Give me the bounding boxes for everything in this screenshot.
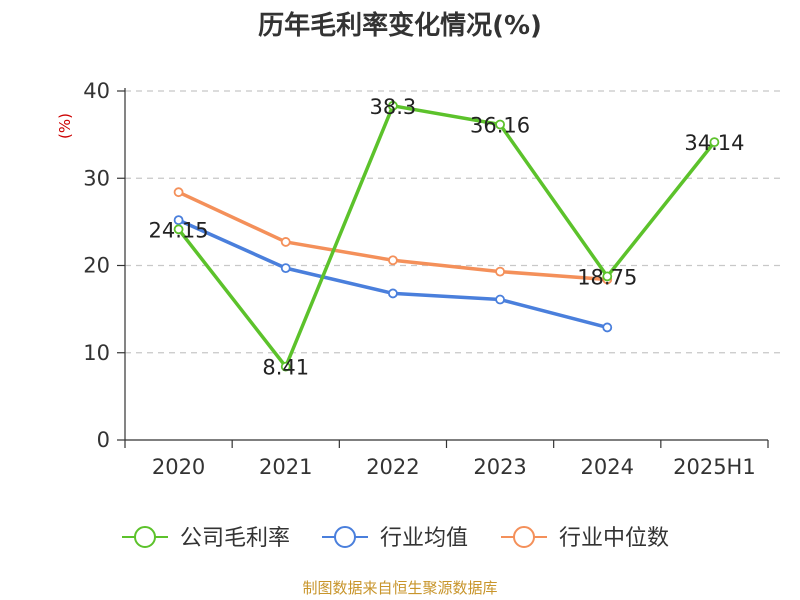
series-1-point-1 xyxy=(280,263,291,274)
series-1-point-3 xyxy=(495,294,505,305)
series-2-point-3 xyxy=(495,266,505,277)
y-tick-label-3: 30 xyxy=(83,166,110,190)
x-tick-label-0: 2020 xyxy=(152,455,205,479)
x-tick-label-3: 2023 xyxy=(473,455,526,479)
legend-swatch-marker-0 xyxy=(134,526,156,548)
series-0-point-4 xyxy=(602,271,613,282)
series-2-point-0 xyxy=(173,187,184,198)
series-0-point-5 xyxy=(709,137,720,148)
legend-label-2: 行业中位数 xyxy=(559,526,669,551)
data-labels: 24.15 8.41 38.3 36.16 18.75 34.14 xyxy=(149,95,745,380)
chart-title: 历年毛利率变化情况(%) xyxy=(258,10,542,41)
series-line-2 xyxy=(177,190,608,282)
series-0-point-2 xyxy=(388,100,398,111)
legend-swatch-marker-1 xyxy=(334,526,356,548)
series-1-point-4 xyxy=(602,322,613,333)
series-0-point-1 xyxy=(280,361,291,372)
y-tick-label-4: 40 xyxy=(83,79,110,103)
source-note: 制图数据来自恒生聚源数据库 xyxy=(302,579,497,597)
legend-label-1: 行业均值 xyxy=(380,526,468,551)
data-label-1: 8.41 xyxy=(262,356,309,380)
data-label-5: 34.14 xyxy=(684,131,744,155)
y-tick-label-1: 10 xyxy=(83,341,110,365)
x-tick-label-4: 2024 xyxy=(581,455,634,479)
series-0-point-0 xyxy=(173,224,184,235)
series-lines xyxy=(173,100,720,372)
x-tick-label-5: 2025H1 xyxy=(673,455,756,479)
series-1-point-0 xyxy=(173,215,184,226)
legend-label-0: 公司毛利率 xyxy=(180,526,290,551)
data-label-0: 24.15 xyxy=(149,218,209,242)
series-1-point-2 xyxy=(388,288,398,299)
series-2-point-2 xyxy=(388,255,398,266)
axes: 0 10 20 30 40 2020 2021 2022 2023 2024 2025H1 xyxy=(83,79,769,479)
series-0-point-3 xyxy=(495,119,505,130)
legend-swatch-marker-2 xyxy=(513,526,535,548)
y-axis-unit: (%) xyxy=(56,113,74,139)
data-label-3: 36.16 xyxy=(470,114,530,138)
series-2-point-1 xyxy=(280,237,291,247)
legend: 公司毛利率 行业均值 行业中位数 xyxy=(122,526,669,551)
data-label-4: 18.75 xyxy=(577,265,637,289)
data-label-2: 38.3 xyxy=(370,95,417,119)
x-tick-label-2: 2022 xyxy=(366,455,419,479)
y-tick-label-2: 20 xyxy=(83,254,110,278)
y-tick-label-0: 0 xyxy=(97,428,110,452)
series-line-0 xyxy=(177,104,716,369)
x-tick-label-1: 2021 xyxy=(259,455,312,479)
